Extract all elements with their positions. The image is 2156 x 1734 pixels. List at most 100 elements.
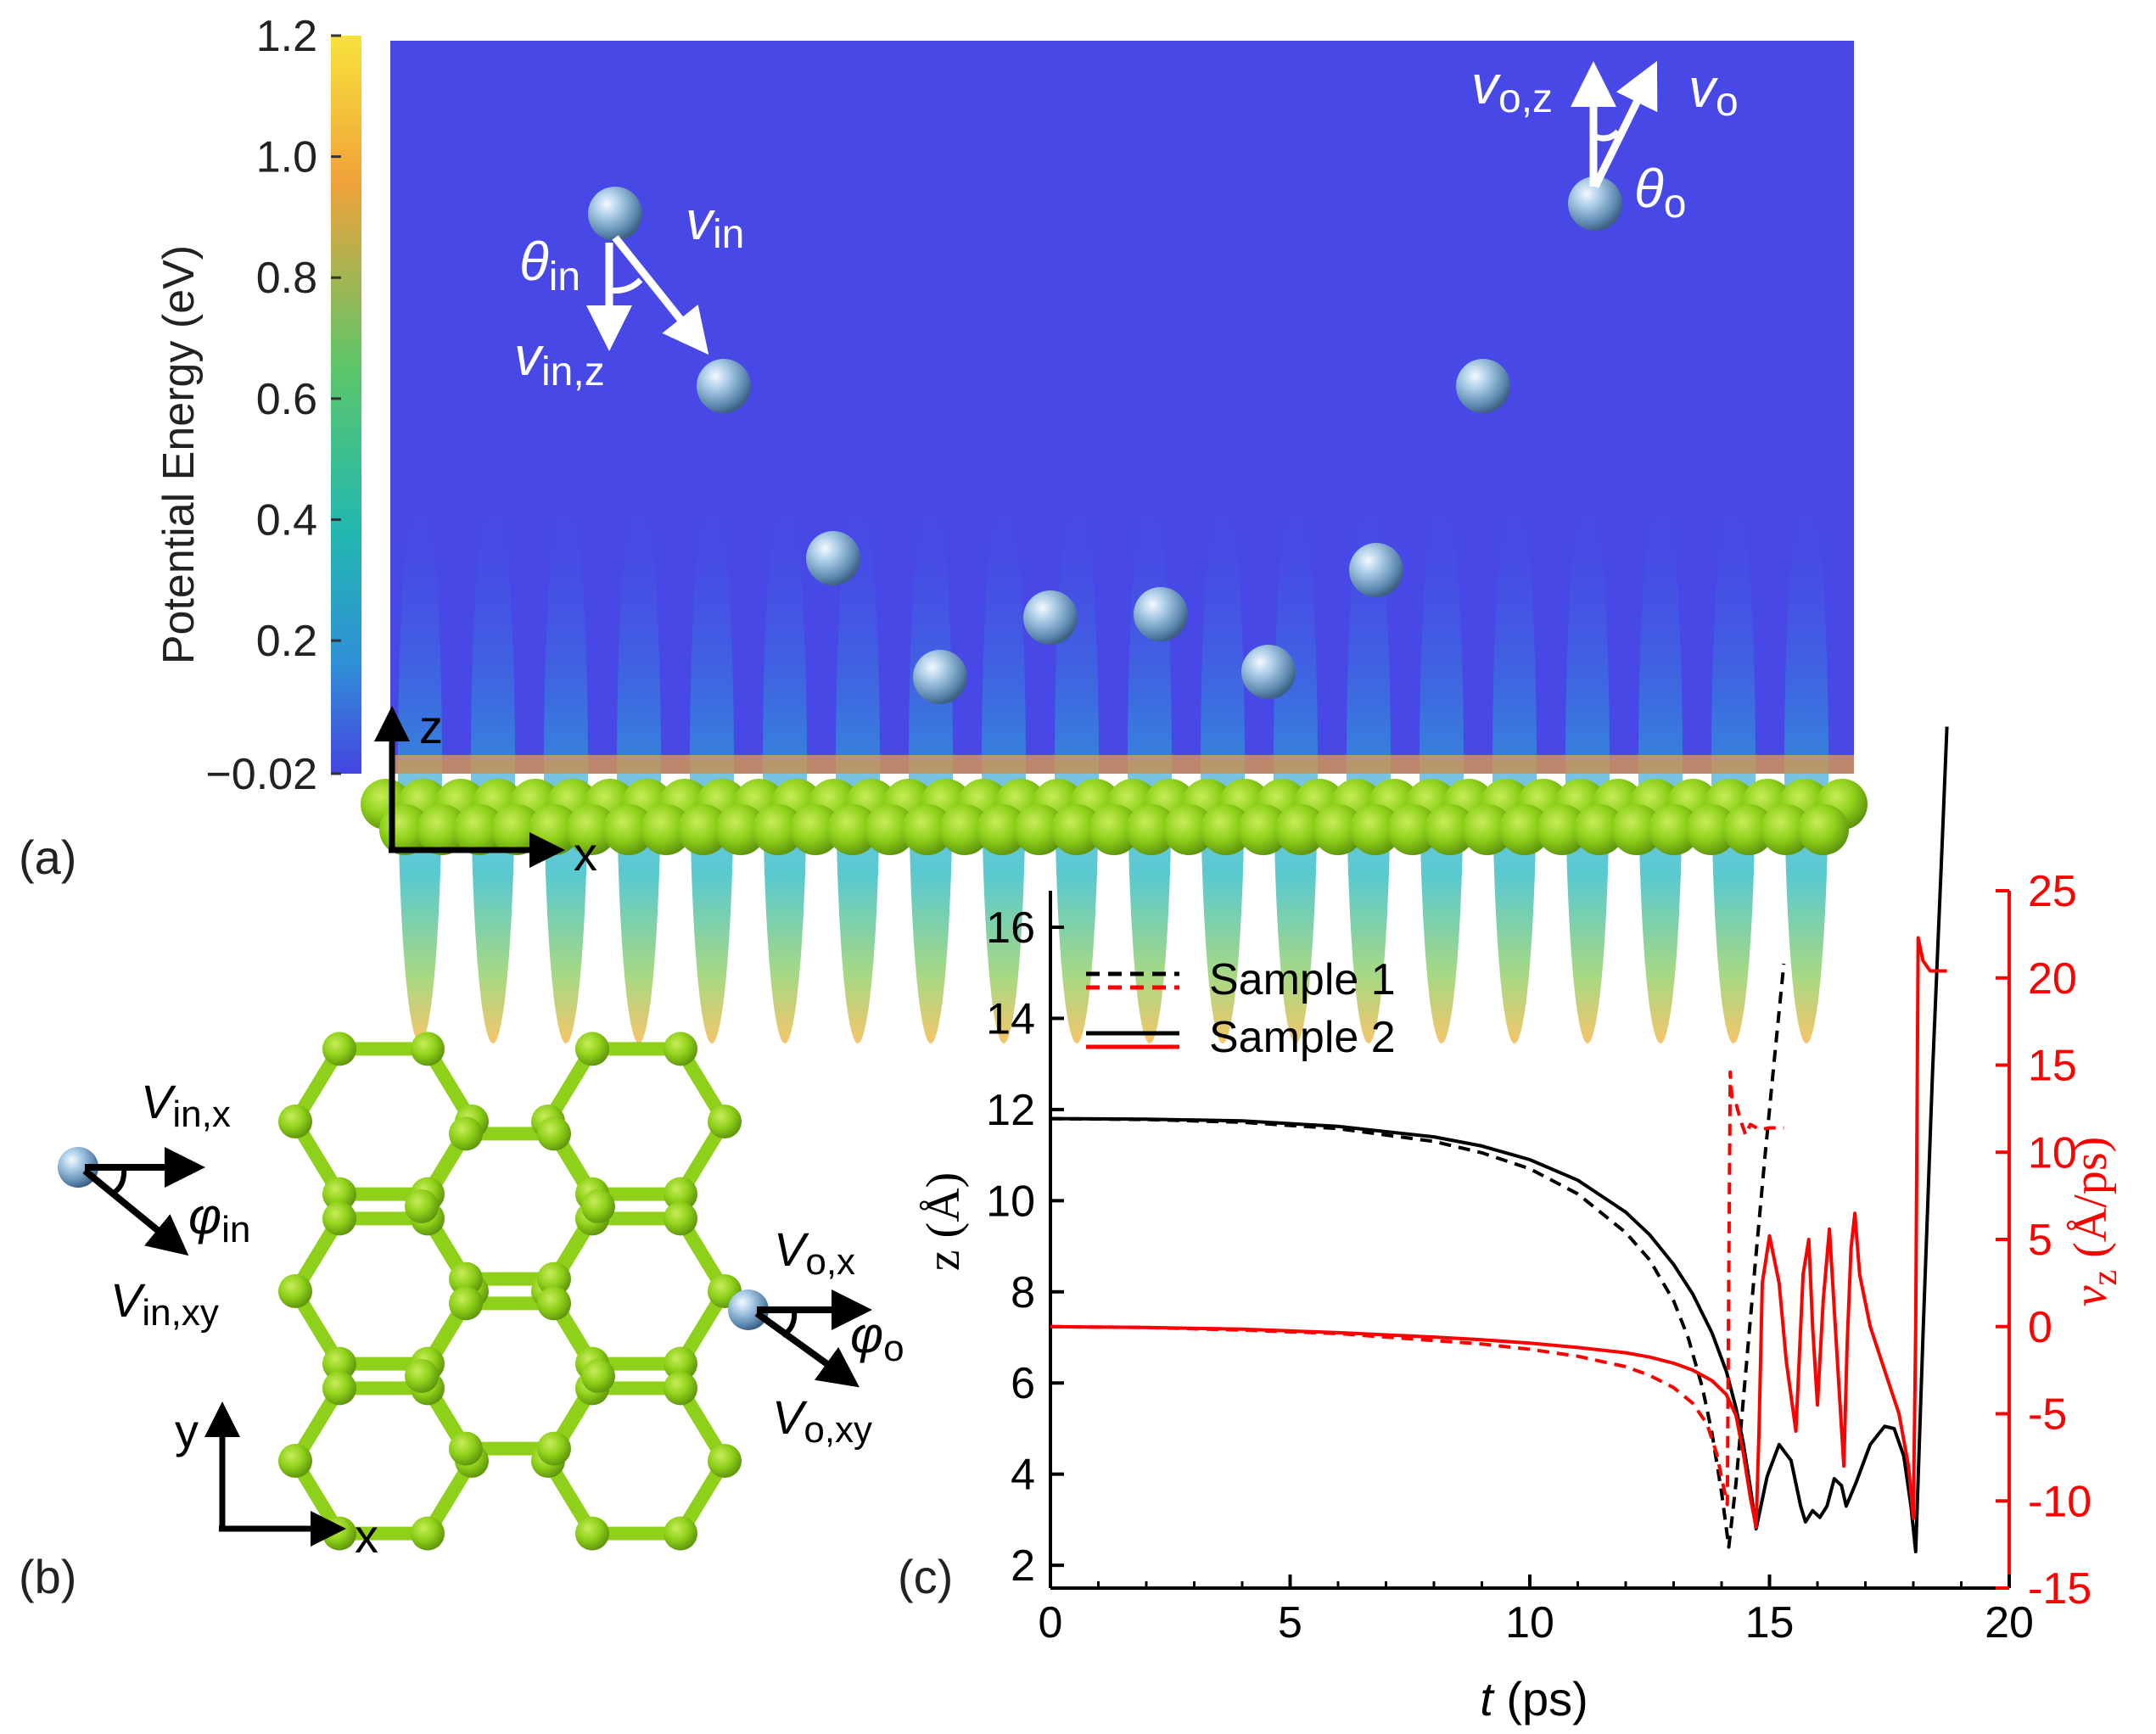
colorbar-tick-label: 0.4: [256, 495, 317, 545]
v-in-xy-arrow: [82, 1167, 189, 1256]
lattice-atom: [405, 1359, 439, 1393]
adsorbate-atom: [1568, 176, 1622, 231]
carbon-atom: [603, 804, 654, 855]
carbon-atom: [1014, 804, 1065, 855]
carbon-atom: [1574, 804, 1625, 855]
lattice-atom: [411, 1516, 445, 1551]
y-right-tick-label: -15: [2028, 1564, 2092, 1614]
colorbar-tick-label: 0.2: [256, 617, 317, 666]
y-right-tick-label: 25: [2028, 867, 2077, 916]
lattice-atom: [449, 1286, 483, 1321]
carbon-atom: [827, 804, 878, 855]
carbon-atom: [1499, 804, 1550, 855]
series-line: [1050, 726, 1949, 1553]
lattice-atom: [537, 1286, 571, 1321]
y-axis-left-title: z (Å): [917, 1172, 970, 1272]
colorbar-tick-label: 1.0: [256, 133, 317, 182]
potential-energy-map: [390, 41, 1854, 774]
carbon-atom: [417, 804, 468, 855]
colorbar-tick-label: 1.2: [256, 12, 317, 61]
lattice-atom: [708, 1444, 742, 1478]
v-o-x-label: Vo,x: [774, 1222, 855, 1283]
carbon-atom: [977, 804, 1028, 855]
theta-in-label: θin: [519, 231, 580, 299]
panel-b: Vin,x φin Vin,xy Vo,x φo Vo,xy y x (b): [19, 1032, 904, 1603]
lattice-atom: [664, 1371, 697, 1406]
carbon-atom: [1313, 804, 1364, 855]
adsorbate-atom: [588, 187, 642, 241]
lattice-atom: [411, 1032, 445, 1066]
carbon-atom: [753, 804, 804, 855]
x-axis-label: x: [574, 827, 597, 881]
carbon-atom: [566, 804, 617, 855]
carbon-atom: [1798, 804, 1849, 855]
colorbar-tick-label: 0.8: [256, 254, 317, 303]
lattice-atom: [322, 1346, 356, 1381]
x-tick-label: 10: [1505, 1598, 1554, 1647]
theta-o-label: θo: [1634, 158, 1686, 227]
lattice-atom: [537, 1261, 571, 1296]
y-right-tick-label: 10: [2028, 1128, 2077, 1177]
y-axis-label-b: y: [175, 1404, 199, 1457]
carbon-atom: [1387, 804, 1438, 855]
adsorbate-atom: [1134, 587, 1188, 641]
v-o-xy-arrow: [754, 1310, 860, 1388]
v-in-x-label: Vin,x: [141, 1075, 231, 1135]
carbon-atom: [1686, 804, 1737, 855]
panel-a-label: (a): [19, 831, 76, 884]
colorbar-title: Potential Energy (eV): [154, 245, 204, 664]
lattice-atom: [322, 1201, 356, 1236]
legend-sample2-label: Sample 2: [1209, 1013, 1396, 1062]
phi-o-arc: [781, 1309, 798, 1338]
y-left-tick-label: 8: [1011, 1268, 1035, 1317]
lattice-atom: [405, 1189, 439, 1223]
lattice-atom: [322, 1032, 356, 1066]
y-left-tick-label: 14: [986, 994, 1035, 1043]
y-right-tick-label: -5: [2028, 1390, 2067, 1440]
carbon-atom: [1238, 804, 1289, 855]
adsorbate-atom: [1241, 645, 1296, 699]
phi-in-label: φin: [188, 1188, 250, 1250]
carbon-atom: [1425, 804, 1476, 855]
v-in-label: vin: [686, 190, 744, 257]
y-left-tick-label: 4: [1011, 1451, 1035, 1500]
lattice-atom: [322, 1371, 356, 1406]
trajectory-atoms: [588, 176, 1622, 704]
y-right-tick-label: 0: [2028, 1303, 2052, 1352]
legend-sample1-label: Sample 1: [1209, 955, 1396, 1004]
lattice-atom: [581, 1359, 615, 1393]
lattice-atom: [581, 1189, 615, 1223]
y-right-tick-label: 15: [2028, 1042, 2077, 1091]
carbon-atom: [1275, 804, 1326, 855]
x-tick-label: 20: [1985, 1598, 2034, 1647]
v-o-xy-label: Vo,xy: [772, 1390, 872, 1451]
lattice-atom: [449, 1116, 483, 1151]
outgoing-atom: [728, 1289, 769, 1330]
x-axis-title: t (ps): [1480, 1672, 1588, 1726]
carbon-atom: [1126, 804, 1177, 855]
colorbar: [331, 36, 361, 774]
chart-plot: 0 5 10 15 20 2 4 6 8 10 12 14 16 -15 -10 -5 0 5 10 15 20 25: [986, 726, 2092, 1647]
y-right-tick-label: 5: [2028, 1216, 2052, 1265]
colorbar-ticks: 1.2 1.0 0.8 0.6 0.4 0.2 −0.02: [205, 12, 341, 799]
lattice-atom: [664, 1177, 697, 1211]
y-left-tick-label: 2: [1011, 1541, 1035, 1591]
theta-in-arc: [608, 277, 643, 294]
lattice-atom: [664, 1032, 697, 1066]
carbon-atom: [939, 804, 990, 855]
v-in-arrow: [612, 235, 709, 355]
v-o-label: vo: [1688, 58, 1739, 125]
series-line: [1050, 1070, 1784, 1507]
lattice-atom: [278, 1444, 312, 1478]
panel-b-label: (b): [19, 1550, 76, 1603]
panel-c-label: (c): [898, 1550, 953, 1603]
carbon-atom: [1611, 804, 1662, 855]
carbon-atom: [865, 804, 916, 855]
v-o-z-label: vo,z: [1471, 54, 1553, 121]
lattice-atom: [575, 1032, 609, 1066]
adsorbate-atom: [1023, 590, 1078, 645]
x-tick-label: 0: [1039, 1598, 1063, 1647]
lattice-atom: [449, 1431, 483, 1466]
adsorbate-atom: [1456, 359, 1510, 413]
